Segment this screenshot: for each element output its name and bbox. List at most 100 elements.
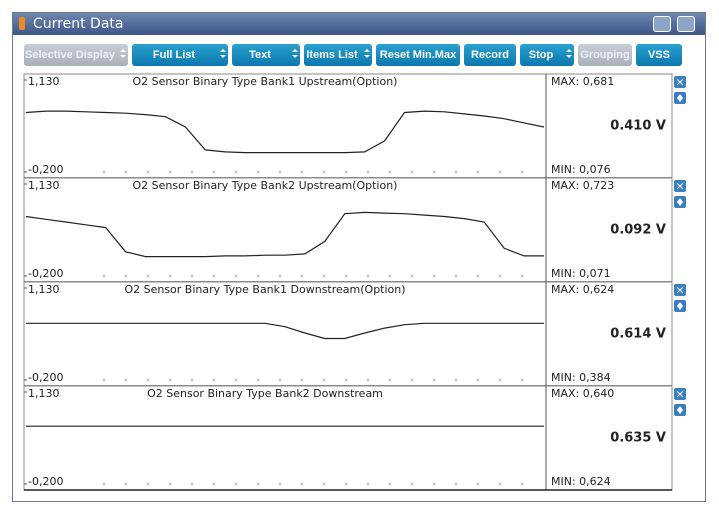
x-tick-dot <box>279 275 281 277</box>
x-tick-dot <box>499 275 501 277</box>
panel-title: O2 Sensor Binary Type Bank1 Upstream(Opt… <box>133 75 398 88</box>
toolbar-button[interactable]: Record <box>464 44 516 66</box>
max-label: MAX: 0,681 <box>551 75 614 88</box>
y-tick-label: -0,200 <box>28 371 63 384</box>
x-tick-dot <box>125 483 127 485</box>
trace <box>25 211 544 258</box>
x-tick-dot <box>477 171 479 173</box>
setting-button[interactable] <box>653 16 671 32</box>
x-tick-dot <box>521 171 523 173</box>
button-label: Items List <box>306 49 358 61</box>
x-tick-dot <box>257 275 259 277</box>
close-button[interactable] <box>674 180 686 192</box>
max-label: MAX: 0,640 <box>551 387 614 400</box>
window-title: Current Data <box>33 16 124 32</box>
move-arrows <box>677 94 683 102</box>
max-label: MAX: 0,723 <box>551 179 614 192</box>
x-tick-dot <box>433 483 435 485</box>
x-tick-dot <box>411 379 413 381</box>
x-tick-dot <box>103 379 105 381</box>
toolbar-button[interactable]: Grouping <box>578 44 632 66</box>
x-tick-dot <box>411 171 413 173</box>
toolbar-button[interactable]: Full List <box>132 44 228 66</box>
x-tick-dot <box>235 171 237 173</box>
min-label: MIN: 0,624 <box>551 475 611 488</box>
x-tick-dot <box>455 483 457 485</box>
x-tick-dot <box>125 379 127 381</box>
x-tick-dot <box>257 379 259 381</box>
x-tick-dot <box>213 483 215 485</box>
current-value: 0.410 V <box>610 119 666 134</box>
menu-button[interactable] <box>677 16 695 32</box>
button-label: Selective Display <box>25 49 115 61</box>
x-tick-dot <box>433 379 435 381</box>
toolbar-button[interactable]: Reset Min.Max <box>376 44 460 66</box>
close-button[interactable] <box>674 284 686 296</box>
x-tick-dot <box>279 483 281 485</box>
x-tick-dot <box>455 379 457 381</box>
x-tick-dot <box>147 171 149 173</box>
current-value: 0.635 V <box>610 431 666 446</box>
x-tick-dot <box>257 171 259 173</box>
x-tick-dot <box>301 379 303 381</box>
button-label: VSS <box>647 49 670 61</box>
y-tick-label: -0,200 <box>28 163 63 176</box>
close-button[interactable] <box>674 388 686 400</box>
y-tick-label: 1,130 <box>28 283 60 296</box>
x-tick-dot <box>367 275 369 277</box>
x-tick-dot <box>301 171 303 173</box>
toolbar-button[interactable]: Stop <box>520 44 574 66</box>
x-tick-dot <box>169 379 171 381</box>
move-arrows <box>677 302 683 310</box>
x-tick-dot <box>367 171 369 173</box>
x-tick-dot <box>191 275 193 277</box>
x-tick-dot <box>367 379 369 381</box>
x-tick-dot <box>169 171 171 173</box>
x-tick-dot <box>147 483 149 485</box>
toolbar-button[interactable]: Text <box>232 44 300 66</box>
trace <box>26 322 544 340</box>
x-tick-dot <box>499 171 501 173</box>
toolbar-button[interactable]: Items List <box>304 44 372 66</box>
close-x: × <box>675 284 684 297</box>
x-tick-dot <box>279 171 281 173</box>
x-tick-dot <box>477 275 479 277</box>
x-tick-dot <box>147 275 149 277</box>
x-tick-dot <box>257 483 259 485</box>
close-x: × <box>675 388 684 401</box>
close-button[interactable] <box>674 76 686 88</box>
x-tick-dot <box>389 483 391 485</box>
button-label: Full List <box>152 49 196 61</box>
min-label: MIN: 0,384 <box>551 371 611 384</box>
x-tick-dot <box>169 275 171 277</box>
x-tick-dot <box>433 171 435 173</box>
x-tick-dot <box>455 275 457 277</box>
x-tick-dot <box>477 379 479 381</box>
x-tick-dot <box>323 171 325 173</box>
x-tick-dot <box>367 483 369 485</box>
x-tick-dot <box>411 275 413 277</box>
y-tick-label: -0,200 <box>28 475 63 488</box>
y-tick-label: 1,130 <box>28 179 60 192</box>
x-tick-dot <box>191 483 193 485</box>
x-tick-dot <box>345 379 347 381</box>
toolbar-button[interactable]: Selective Display <box>24 44 128 66</box>
toolbar-button[interactable]: VSS <box>636 44 682 66</box>
x-tick-dot <box>301 483 303 485</box>
x-tick-dot <box>411 483 413 485</box>
y-tick-label: 1,130 <box>28 75 60 88</box>
x-tick-dot <box>301 275 303 277</box>
title-bar: Current Data <box>13 13 705 35</box>
panel-title: O2 Sensor Binary Type Bank2 Upstream(Opt… <box>133 179 398 192</box>
y-tick-label: 1,130 <box>28 387 60 400</box>
x-tick-dot <box>235 275 237 277</box>
x-tick-dot <box>455 171 457 173</box>
x-tick-dot <box>191 379 193 381</box>
x-tick-dot <box>477 483 479 485</box>
panel-title: O2 Sensor Binary Type Bank1 Downstream(O… <box>124 283 405 296</box>
panel-frame <box>23 281 673 387</box>
min-label: MIN: 0,071 <box>551 267 611 280</box>
current-value: 0.092 V <box>610 223 666 238</box>
x-tick-dot <box>521 379 523 381</box>
